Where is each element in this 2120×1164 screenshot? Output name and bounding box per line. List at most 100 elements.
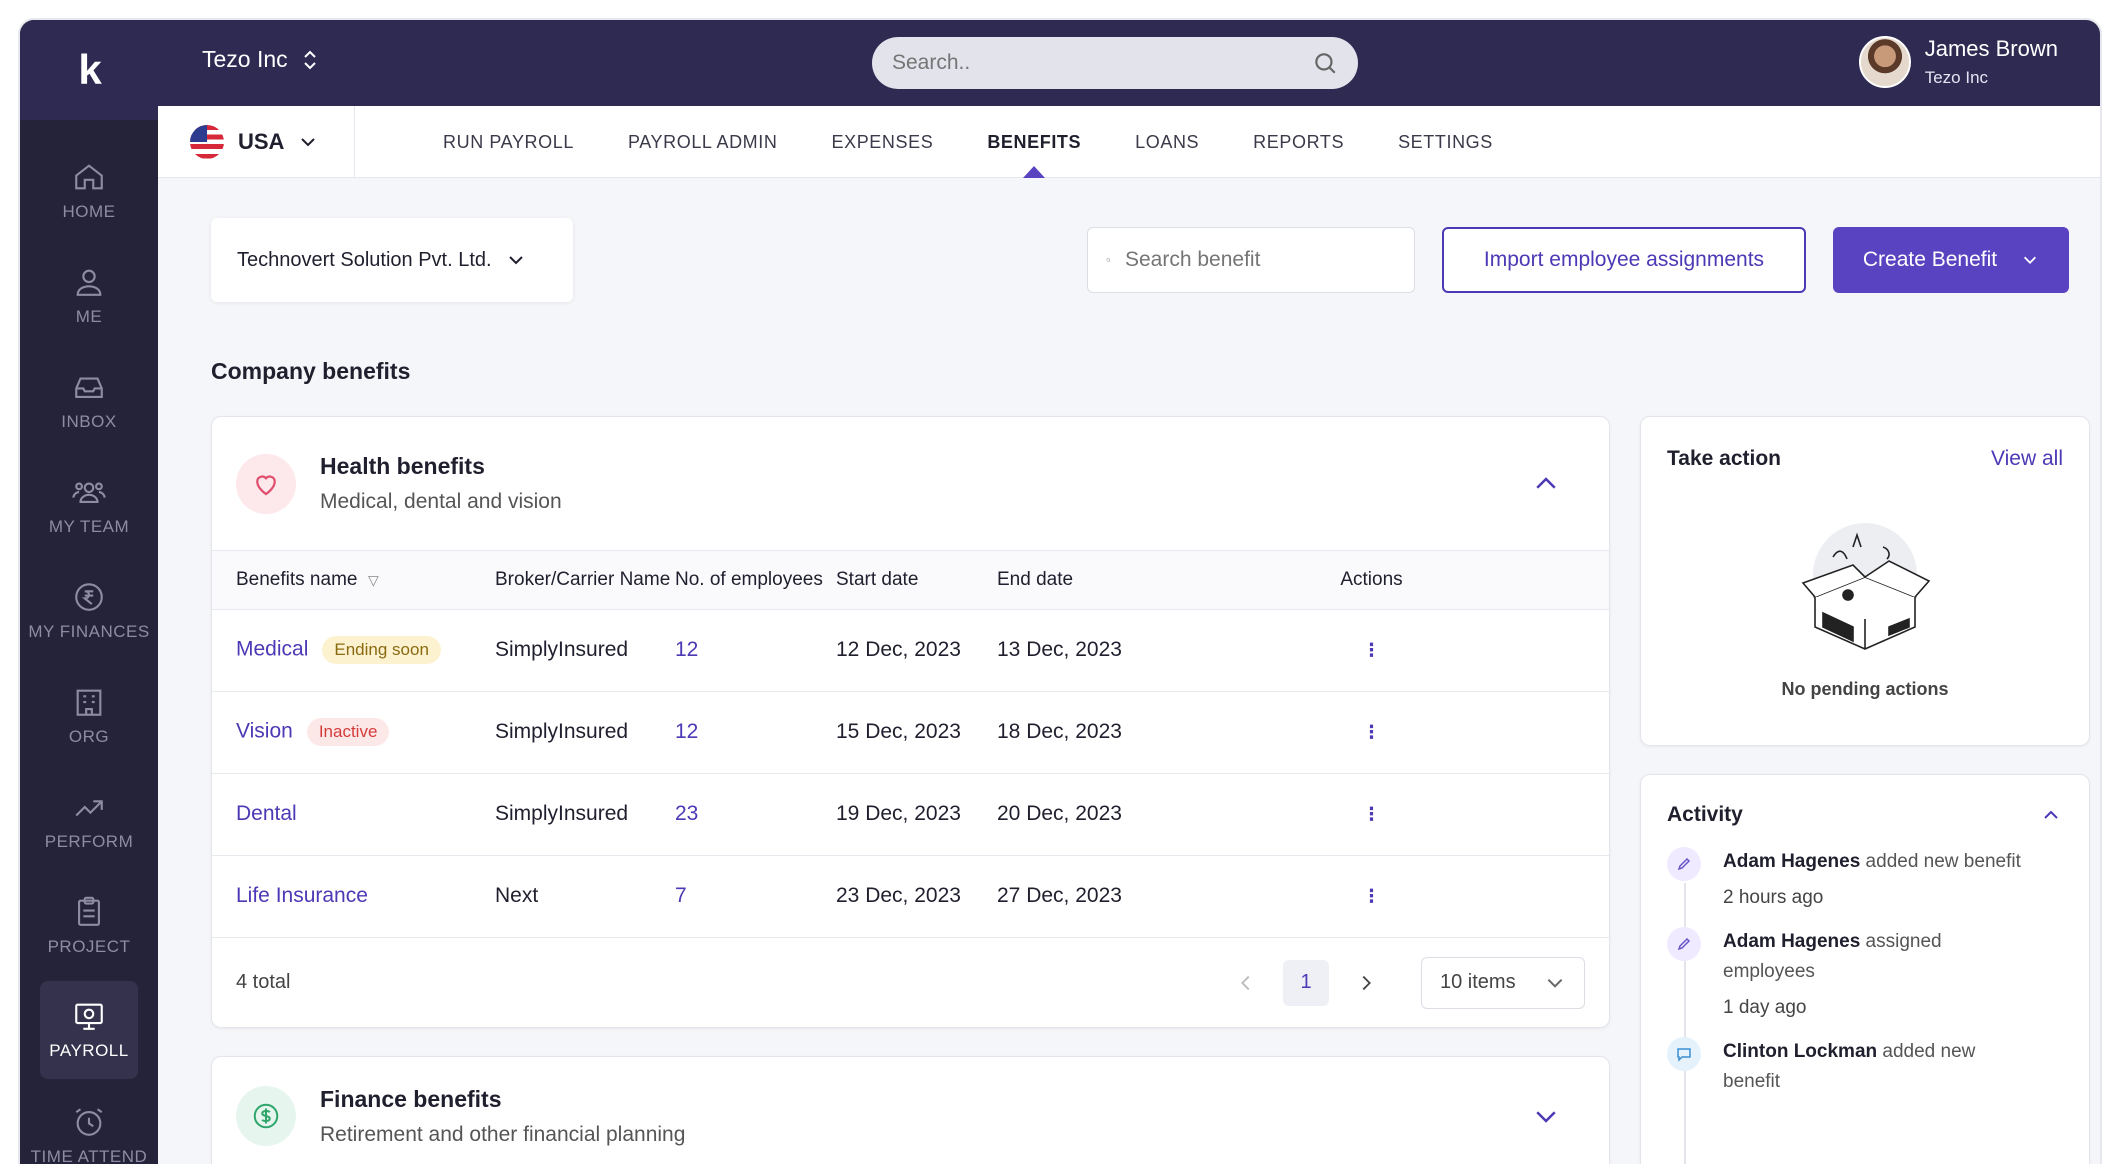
clipboard-icon	[78, 896, 100, 926]
take-action-title: Take action	[1667, 447, 1781, 470]
building-icon	[76, 689, 102, 716]
sidebar-item-project[interactable]: PROJECT	[20, 873, 158, 978]
entity-name: Technovert Solution Pvt. Ltd.	[237, 248, 492, 271]
user-org: Tezo Inc	[1924, 68, 1989, 87]
create-benefit-button[interactable]: Create Benefit	[1833, 227, 2069, 293]
sidebar-item-my-team[interactable]: MY TEAM	[20, 453, 158, 558]
sidebar-item-me[interactable]: ME	[20, 243, 158, 348]
activity-text: assigned employees	[1723, 931, 1942, 982]
tab-benefits[interactable]: BENEFITS	[960, 106, 1108, 178]
empty-state-text: No pending actions	[1781, 679, 1949, 699]
comment-icon	[1667, 1037, 1701, 1071]
company-switcher[interactable]: Tezo Inc	[202, 46, 320, 73]
avatar[interactable]	[1858, 36, 1911, 88]
timeline-line	[1684, 883, 1686, 1164]
pencil-icon	[1667, 927, 1701, 961]
more-actions-icon[interactable]: ⋮	[1158, 691, 1609, 774]
import-assignments-button[interactable]: Import employee assignments	[1442, 227, 1806, 293]
heart-icon	[236, 453, 296, 514]
benefits-table: Benefits name ▽ Broker/Carrier Name No. …	[212, 551, 1609, 938]
activity-item: Adam Hagenes assigned employees 1 day ag…	[1667, 927, 2063, 1019]
benefit-name-link[interactable]: Medical	[236, 637, 309, 661]
page-number[interactable]: 1	[1283, 959, 1329, 1006]
more-actions-icon[interactable]: ⋮	[1158, 773, 1609, 856]
rupee-icon	[75, 582, 103, 611]
sidebar-nav: HOME ME INBOX MY TEAM MY FINANCES ORG	[20, 120, 158, 1164]
column-header-employees: No. of employees	[675, 551, 836, 610]
tab-expenses[interactable]: EXPENSES	[831, 131, 934, 152]
activity-content: Clinton Lockman added new benefit	[1723, 1037, 2023, 1097]
card-header[interactable]: Finance benefits Retirement and other fi…	[212, 1057, 1609, 1164]
tab-loans[interactable]: LOANS	[1135, 131, 1200, 152]
end-date-cell: 27 Dec, 2023	[997, 855, 1158, 938]
activity-content: Adam Hagenes added new benefit 2 hours a…	[1723, 847, 2021, 909]
benefit-name-link[interactable]: Vision	[236, 719, 293, 743]
activity-header[interactable]: Activity	[1641, 775, 2089, 827]
activity-time: 1 day ago	[1723, 997, 1807, 1018]
sidebar-item-time-attend[interactable]: TIME ATTEND	[20, 1083, 158, 1164]
employee-count-link[interactable]: 7	[675, 884, 687, 907]
team-icon	[72, 481, 106, 503]
sidebar-item-home[interactable]: HOME	[20, 138, 158, 243]
logo[interactable]: k	[20, 20, 158, 120]
benefit-search[interactable]	[1087, 227, 1415, 293]
sidebar-item-label: MY FINANCES	[28, 621, 150, 641]
sidebar-item-perform[interactable]: PERFORM	[20, 768, 158, 873]
card-header[interactable]: Health benefits Medical, dental and visi…	[212, 417, 1609, 551]
benefit-search-input[interactable]	[1125, 248, 1396, 272]
sidebar-item-payroll[interactable]: PAYROLL	[40, 981, 138, 1079]
activity-card: Activity Adam Hagenes added new benefit …	[1640, 774, 2090, 1164]
chevron-down-icon[interactable]	[2021, 251, 2039, 269]
table-row: Dental SimplyInsured 23 19 Dec, 2023 20 …	[212, 773, 1609, 856]
tab-reports[interactable]: REPORTS	[1253, 131, 1345, 152]
tab-payroll-admin[interactable]: PAYROLL ADMIN	[627, 131, 778, 152]
employee-count-link[interactable]: 12	[675, 720, 699, 743]
total-count: 4 total	[236, 971, 291, 993]
logo-mark: k	[78, 46, 101, 93]
sidebar-item-my-finances[interactable]: MY FINANCES	[20, 558, 158, 663]
card-heading: Health benefits Medical, dental and visi…	[320, 453, 562, 514]
more-actions-icon[interactable]: ⋮	[1158, 609, 1609, 692]
search-icon[interactable]	[1312, 50, 1338, 76]
column-header-name[interactable]: Benefits name ▽	[212, 551, 495, 610]
trend-icon	[75, 799, 103, 816]
sidebar-item-label: TIME ATTEND	[30, 1146, 148, 1164]
chevron-up-icon[interactable]	[2039, 803, 2063, 827]
payroll-tabs-bar: USA RUN PAYROLL PAYROLL ADMIN EXPENSES B…	[158, 106, 2100, 178]
sidebar-item-inbox[interactable]: INBOX	[20, 348, 158, 453]
tab-run-payroll[interactable]: RUN PAYROLL	[443, 131, 574, 152]
sidebar-item-label: PAYROLL	[49, 1041, 129, 1060]
chevron-up-icon[interactable]	[1531, 469, 1561, 499]
global-search-input[interactable]	[892, 51, 1312, 75]
start-date-cell: 15 Dec, 2023	[836, 691, 997, 774]
alarm-icon	[75, 1107, 103, 1136]
employee-count-link[interactable]: 23	[675, 802, 699, 825]
broker-cell: SimplyInsured	[495, 609, 675, 692]
tab-settings[interactable]: SETTINGS	[1398, 131, 1493, 152]
table-row: Vision Inactive SimplyInsured 12 15 Dec, …	[212, 691, 1609, 774]
column-header-end: End date	[997, 551, 1158, 610]
country-selector[interactable]: USA	[190, 106, 356, 178]
chevron-down-icon	[1547, 978, 1563, 988]
benefit-name-link[interactable]: Life Insurance	[236, 884, 368, 907]
user-menu[interactable]: James Brown Tezo Inc	[1858, 36, 2058, 88]
chevron-down-icon[interactable]	[1531, 1101, 1561, 1131]
chevron-left-icon[interactable]	[1235, 972, 1257, 994]
activity-text: added new benefit	[1860, 851, 2021, 872]
entity-selector[interactable]: Technovert Solution Pvt. Ltd.	[211, 218, 573, 302]
benefit-name-link[interactable]: Dental	[236, 802, 297, 825]
activity-actor[interactable]: Adam Hagenes	[1723, 851, 1861, 872]
broker-cell: Next	[495, 855, 675, 938]
activity-actor[interactable]: Clinton Lockman	[1723, 1041, 1878, 1062]
sort-icon[interactable]: ▽	[368, 571, 379, 588]
sidebar-item-org[interactable]: ORG	[20, 663, 158, 768]
items-per-page-select[interactable]: 10 items	[1421, 956, 1585, 1009]
chevron-right-icon[interactable]	[1355, 972, 1377, 994]
employee-count-link[interactable]: 12	[675, 638, 699, 661]
sidebar-item-label: ORG	[68, 726, 110, 746]
activity-actor[interactable]: Adam Hagenes	[1723, 931, 1861, 952]
more-actions-icon[interactable]: ⋮	[1158, 855, 1609, 938]
global-search[interactable]	[872, 37, 1358, 89]
view-all-link[interactable]: View all	[1991, 447, 2063, 470]
sidebar-item-label: HOME	[62, 201, 116, 221]
